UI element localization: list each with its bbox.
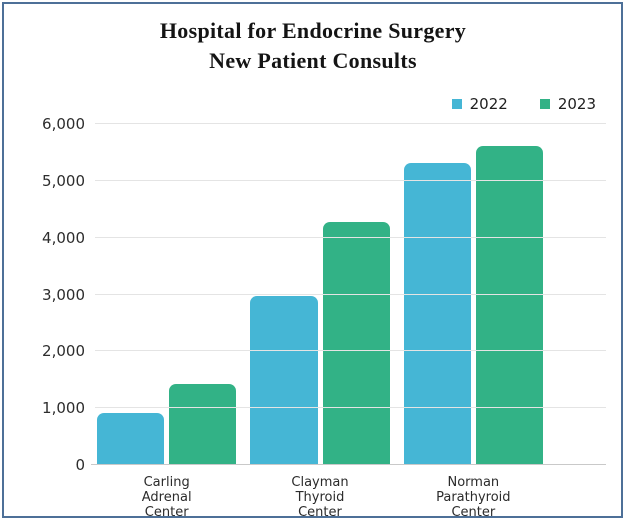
y-tick-label: 3,000 — [42, 285, 85, 304]
legend-swatch-icon — [539, 99, 550, 109]
category-label: Carling Adrenal Center — [141, 475, 192, 520]
gridline — [95, 236, 606, 238]
legend-label: 2022 — [469, 95, 508, 113]
y-tick-label: 6,000 — [42, 115, 85, 133]
y-tick-label: 4,000 — [42, 228, 85, 247]
bar-2022-category-2 — [250, 296, 318, 464]
gridline — [95, 293, 606, 295]
y-tick-label: 5,000 — [42, 171, 85, 190]
legend-swatch-icon — [451, 99, 462, 109]
y-tick-label: 1,000 — [42, 399, 85, 418]
category-labels: Carling Adrenal Center Clayman Thyroid Center… — [97, 475, 543, 520]
gridline — [95, 350, 606, 352]
legend-item-2022: 2022 — [451, 95, 508, 113]
x-axis-baseline — [91, 464, 606, 465]
legend-label: 2023 — [557, 95, 596, 113]
gridline — [95, 407, 606, 409]
bar-group-3 — [403, 123, 543, 464]
gridline — [95, 179, 606, 181]
bar-2023-category-1 — [169, 384, 237, 464]
bar-2022-category-3 — [403, 162, 471, 464]
y-tick-label: 2,000 — [42, 342, 85, 361]
bar-2023-category-3 — [475, 145, 543, 464]
bar-2022-category-1 — [97, 412, 165, 464]
gridline — [95, 123, 606, 124]
chart-legend: 2022 2023 — [451, 95, 596, 113]
chart-title: Hospital for Endocrine Surgery New Patie… — [0, 16, 626, 76]
legend-item-2023: 2023 — [539, 95, 596, 113]
chart-title-line1: Hospital for Endocrine Surgery — [159, 18, 467, 43]
category-label: Clayman Thyroid Center — [291, 475, 349, 520]
bar-group-1 — [97, 123, 237, 464]
y-tick-label: 0 — [75, 456, 85, 474]
bars-container — [97, 123, 543, 464]
bar-2023-category-2 — [322, 222, 390, 464]
category-label: Norman Parathyroid Center — [436, 475, 511, 520]
plot-area: Carling Adrenal Center Clayman Thyroid Center… — [42, 115, 606, 520]
chart-title-line2: New Patient Consults — [209, 48, 417, 73]
bar-group-2 — [250, 123, 390, 464]
